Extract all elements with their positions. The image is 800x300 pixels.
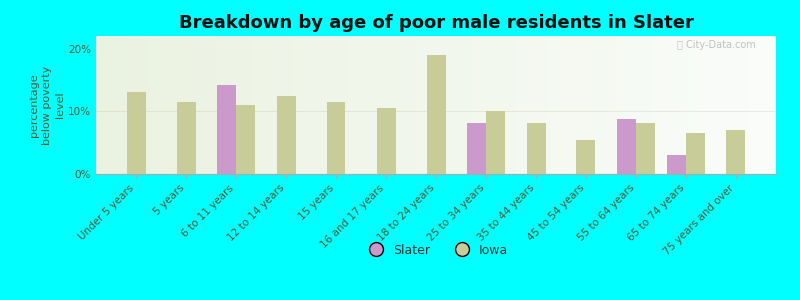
Bar — [236, 105, 255, 174]
Bar — [486, 111, 505, 174]
Bar — [577, 140, 595, 174]
Bar — [177, 102, 195, 174]
Text: ⓘ City-Data.com: ⓘ City-Data.com — [677, 40, 755, 50]
Bar — [686, 133, 705, 174]
Legend: Slater, Iowa: Slater, Iowa — [358, 238, 514, 262]
Bar — [377, 108, 395, 174]
Bar — [667, 155, 686, 174]
Y-axis label: percentage
below poverty
level: percentage below poverty level — [29, 65, 66, 145]
Bar — [467, 123, 486, 174]
Bar — [526, 123, 546, 174]
Bar — [726, 130, 746, 174]
Bar — [526, 123, 546, 174]
Bar — [726, 130, 746, 174]
Bar — [667, 155, 686, 174]
Bar — [217, 85, 236, 174]
Bar — [636, 123, 655, 174]
Bar — [617, 119, 636, 174]
Bar — [126, 92, 146, 174]
Bar — [217, 85, 236, 174]
Bar — [236, 105, 255, 174]
Bar — [326, 102, 346, 174]
Bar — [686, 133, 705, 174]
Bar — [426, 55, 446, 174]
Bar — [126, 92, 146, 174]
Bar — [577, 140, 595, 174]
Bar — [617, 119, 636, 174]
Bar — [467, 123, 486, 174]
Bar — [277, 96, 295, 174]
Bar — [377, 108, 395, 174]
Bar — [326, 102, 346, 174]
Bar — [486, 111, 505, 174]
Bar — [636, 123, 655, 174]
Title: Breakdown by age of poor male residents in Slater: Breakdown by age of poor male residents … — [178, 14, 694, 32]
Bar — [426, 55, 446, 174]
Bar — [177, 102, 195, 174]
Bar — [277, 96, 295, 174]
